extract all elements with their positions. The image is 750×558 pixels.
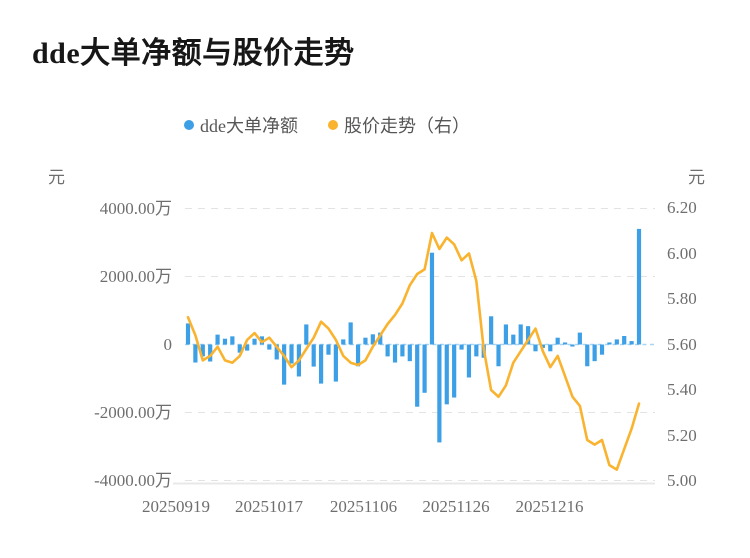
right-axis-unit: 元 bbox=[688, 168, 705, 187]
bar-dde-net bbox=[459, 344, 464, 350]
bar-dde-net bbox=[607, 342, 612, 345]
bar-dde-net bbox=[385, 344, 390, 357]
legend-label-price-trend: 股价走势（右） bbox=[344, 116, 470, 136]
bar-dde-net bbox=[636, 228, 642, 345]
bar-dde-net bbox=[208, 344, 213, 362]
bar-dde-net bbox=[370, 334, 375, 345]
left-axis-unit: 元 bbox=[48, 168, 65, 187]
line-series-price bbox=[186, 231, 641, 471]
legend-item-dde-net[interactable]: dde大单净额 bbox=[184, 112, 298, 138]
bar-dde-net bbox=[496, 344, 501, 367]
bar-dde-net bbox=[407, 344, 412, 362]
bar-dde-net bbox=[622, 336, 627, 345]
bar-dde-net bbox=[200, 344, 205, 357]
bar-dde-net bbox=[599, 344, 605, 355]
bar-dde-net bbox=[540, 344, 545, 348]
left-axis-tick: 2000.00万 bbox=[99, 266, 172, 286]
x-axis-tick: 20251017 bbox=[235, 497, 303, 516]
x-axis-tick: 20251216 bbox=[515, 497, 584, 516]
bar-dde-net bbox=[326, 344, 331, 355]
bar-dde-net bbox=[511, 334, 516, 345]
bar-dde-net bbox=[311, 344, 316, 367]
bar-dde-net bbox=[267, 344, 272, 350]
right-axis-tick: 6.00 bbox=[667, 243, 697, 263]
bar-dde-net bbox=[503, 324, 509, 345]
right-axis-tick: 6.20 bbox=[667, 198, 697, 217]
bar-dde-net bbox=[318, 344, 324, 384]
bar-dde-net bbox=[415, 344, 420, 407]
legend-item-price-trend[interactable]: 股价走势（右） bbox=[328, 112, 470, 138]
bar-dde-net bbox=[562, 342, 568, 345]
left-axis-tick: 4000.00万 bbox=[99, 198, 172, 218]
bar-dde-net bbox=[629, 341, 634, 345]
bar-dde-net bbox=[474, 344, 479, 357]
bar-dde-net bbox=[341, 339, 346, 345]
right-axis-tick: 5.40 bbox=[667, 380, 697, 399]
bar-dde-net bbox=[333, 344, 338, 382]
bar-dde-net bbox=[548, 344, 553, 352]
bar-dde-net bbox=[577, 332, 582, 345]
x-axis-tick: 20250919 bbox=[142, 497, 210, 516]
bar-dde-net bbox=[429, 252, 435, 345]
legend-marker-bar-icon bbox=[184, 120, 194, 130]
bar-dde-net bbox=[526, 326, 531, 345]
bar-dde-net bbox=[348, 322, 353, 345]
bar-dde-net bbox=[592, 344, 597, 362]
bar-dde-net bbox=[274, 344, 279, 360]
x-axis-tick: 20251106 bbox=[329, 497, 398, 516]
bar-dde-net bbox=[518, 324, 523, 345]
bar-dde-net bbox=[378, 332, 383, 345]
bar-dde-net bbox=[533, 344, 538, 352]
right-axis-tick: 5.00 bbox=[667, 471, 697, 490]
bar-dde-net bbox=[185, 323, 191, 345]
right-axis-tick: 5.20 bbox=[667, 425, 697, 445]
bar-dde-net bbox=[252, 338, 257, 345]
x-axis-tick: 20251126 bbox=[422, 497, 490, 516]
bar-dde-net bbox=[614, 339, 619, 345]
bar-dde-net bbox=[422, 344, 427, 393]
bar-dde-net bbox=[570, 344, 575, 347]
bar-dde-net bbox=[437, 344, 442, 443]
bar-dde-net bbox=[400, 344, 405, 357]
right-axis-tick: 5.80 bbox=[667, 289, 697, 308]
bar-dde-net bbox=[282, 344, 287, 385]
legend-label-dde-net: dde大单净额 bbox=[200, 116, 298, 136]
grid-lines bbox=[185, 208, 655, 481]
left-axis-tick: -4000.00万 bbox=[94, 470, 172, 490]
page-title: dde大单净额与股价走势 bbox=[32, 37, 355, 70]
bar-dde-net bbox=[245, 344, 250, 351]
bar-dde-net bbox=[452, 344, 457, 398]
bar-series-dde-net bbox=[185, 228, 642, 443]
bar-dde-net bbox=[304, 324, 309, 345]
left-axis-tick: 0 bbox=[163, 334, 173, 354]
bar-dde-net bbox=[363, 337, 368, 345]
bar-dde-net bbox=[230, 336, 235, 345]
right-axis-tick: 5.60 bbox=[667, 334, 697, 354]
left-axis-tick: -2000.00万 bbox=[94, 402, 172, 422]
bar-dde-net bbox=[466, 344, 472, 378]
bar-dde-net bbox=[555, 337, 560, 345]
bar-dde-net bbox=[215, 334, 220, 345]
bar-dde-net bbox=[585, 344, 590, 367]
bar-dde-net bbox=[237, 344, 242, 353]
bar-dde-net bbox=[489, 316, 494, 345]
bar-dde-net bbox=[289, 344, 294, 364]
bar-dde-net bbox=[355, 344, 361, 367]
bar-dde-net bbox=[222, 338, 228, 345]
legend: dde大单净额 股价走势（右） bbox=[184, 112, 470, 138]
bar-dde-net bbox=[392, 344, 398, 363]
bar-dde-net bbox=[444, 344, 449, 405]
legend-marker-line-icon bbox=[328, 120, 338, 130]
bar-dde-net bbox=[193, 344, 198, 363]
